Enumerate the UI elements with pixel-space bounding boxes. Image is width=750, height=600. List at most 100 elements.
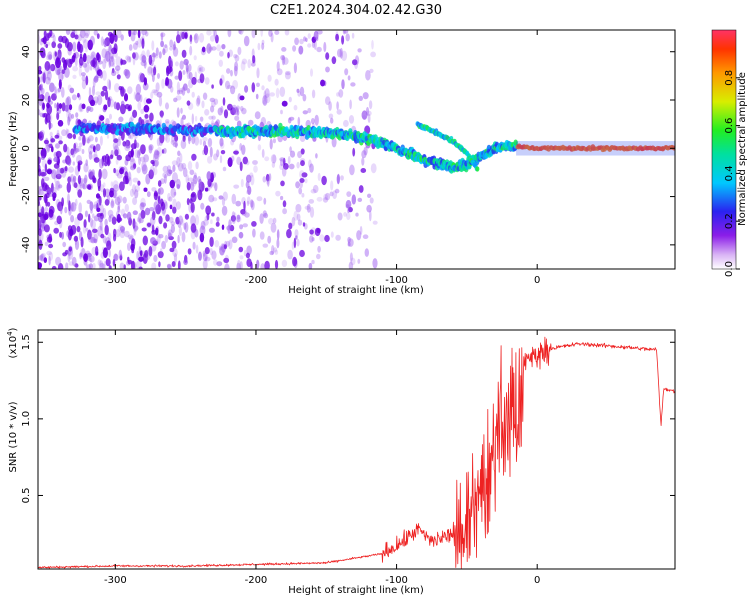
spectrogram-noise-cell <box>96 207 101 213</box>
spectrogram-noise-cell <box>241 144 246 155</box>
spectrogram-noise-cell <box>93 76 99 83</box>
spectrogram-noise-cell <box>84 32 89 39</box>
spectrogram-noise-cell <box>207 156 213 164</box>
spectrogram-noise-cell <box>147 65 153 76</box>
spectrogram-noise-cell <box>221 243 225 248</box>
spectrogram-noise-cell <box>282 157 286 166</box>
spectrogram-noise-cell <box>100 36 104 47</box>
spectrogram-noise-cell <box>154 160 158 168</box>
spectrogram-noise-cell <box>265 173 270 182</box>
spectrogram-noise-cell <box>287 249 293 260</box>
spectrogram-noise-cell <box>58 103 63 109</box>
spectrogram-noise-cell <box>280 180 285 187</box>
spectrogram-noise-cell <box>113 184 119 192</box>
spectrogram-noise-cell <box>96 52 100 61</box>
spectrogram-noise-cell <box>262 176 267 183</box>
spectrogram-noise-cell <box>280 158 284 167</box>
spectrogram-noise-cell <box>101 155 105 167</box>
spectrogram-noise-cell <box>196 95 201 105</box>
spectrogram-noise-cell <box>51 169 57 180</box>
spectrogram-noise-cell <box>84 210 88 218</box>
spectrogram-noise-cell <box>113 101 117 110</box>
spectrogram-noise-cell <box>146 49 150 58</box>
spectrogram-noise-cell <box>181 86 186 96</box>
spectrogram-noise-cell <box>125 139 131 147</box>
spectrogram-noise-cell <box>236 214 241 223</box>
spectrogram-noise-cell <box>85 159 88 167</box>
spectrogram-noise-cell <box>139 217 144 224</box>
spectrogram-noise-cell <box>291 216 296 227</box>
spectrogram-noise-cell <box>176 184 180 189</box>
spectrogram-noise-cell <box>281 47 287 52</box>
spectrogram-noise-cell <box>165 102 169 110</box>
spectrogram-noise-cell <box>81 149 85 154</box>
spectrogram-noise-cell <box>130 148 134 158</box>
spectrogram-noise-cell <box>85 47 88 53</box>
spectrogram-noise-cell <box>168 169 173 175</box>
spectrogram-noise-cell <box>122 213 128 219</box>
spectrogram-noise-cell <box>98 262 105 269</box>
spectrogram-noise-cell <box>38 88 43 99</box>
spectrogram-noise-cell <box>177 162 184 172</box>
spectrogram-noise-cell <box>184 32 188 39</box>
spectrogram-noise-cell <box>141 55 147 64</box>
spectrogram-noise-cell <box>186 64 189 73</box>
spectrogram-noise-cell <box>343 212 347 217</box>
spectrogram-noise-cell <box>90 219 96 230</box>
spectrogram-noise-cell <box>211 100 216 108</box>
spectrogram-noise-cell <box>38 196 42 201</box>
spectrogram-noise-cell <box>345 200 352 209</box>
spectrogram-noise-cell <box>137 217 140 223</box>
spectrogram-noise-cell <box>108 98 115 108</box>
spectrogram-noise-cell <box>195 161 199 170</box>
spectrogram-noise-cell <box>79 30 86 39</box>
spectrogram-noise-cell <box>202 252 208 262</box>
spectrogram-trace-cell <box>111 127 116 134</box>
spectrogram-noise-cell <box>268 30 273 37</box>
spectrogram-noise-cell <box>208 115 214 120</box>
spectrogram-noise-cell <box>71 55 76 63</box>
spectrogram-noise-cell <box>236 262 241 269</box>
spectrogram-noise-cell <box>292 45 297 52</box>
spectrogram-noise-cell <box>189 34 193 42</box>
spectrogram-noise-cell <box>244 85 249 93</box>
spectrogram-noise-cell <box>358 185 364 193</box>
spectrogram-noise-cell <box>198 32 205 43</box>
spectrogram-noise-cell <box>300 160 305 167</box>
spectrogram-noise-cell <box>234 61 239 72</box>
spectrogram-noise-cell <box>257 42 261 51</box>
spectrogram-noise-cell <box>168 232 172 240</box>
spectrogram-noise-cell <box>236 216 242 222</box>
spectrogram-noise-cell <box>171 240 177 249</box>
spectrogram-noise-cell <box>143 105 150 113</box>
spectrogram-noise-cell <box>367 113 371 123</box>
spectrogram-noise-cell <box>336 101 339 110</box>
spectrogram-noise-cell <box>328 101 332 111</box>
spectrogram-noise-cell <box>234 115 240 121</box>
spectrogram-noise-cell <box>73 175 77 183</box>
spectrogram-noise-cell <box>93 30 99 36</box>
spectrogram-noise-cell <box>99 212 104 220</box>
spectrogram-noise-cell <box>138 72 144 83</box>
spectrogram-y-label: Frequency (Hz) <box>8 111 19 187</box>
spectrogram-noise-cell <box>38 156 41 165</box>
spectrogram-noise-cell <box>200 202 205 210</box>
spectrogram-noise-cell <box>68 104 73 111</box>
spectrogram-noise-cell <box>56 102 60 112</box>
spectrogram-noise-cell <box>150 237 156 245</box>
spectrogram-noise-cell <box>289 150 296 158</box>
spectrogram-noise-cell <box>188 63 192 72</box>
spectrogram-noise-cell <box>44 163 48 173</box>
spectrogram-noise-cell <box>173 97 178 103</box>
spectrogram-noise-cell <box>115 102 121 111</box>
spectrogram-noise-cell <box>87 185 92 190</box>
spectrogram-noise-cell <box>110 181 114 188</box>
spectrogram-noise-cell <box>86 199 92 204</box>
spectrogram-noise-cell <box>69 87 75 94</box>
spectrogram-noise-cell <box>193 55 197 61</box>
spectrogram-noise-cell <box>341 79 345 90</box>
spectrogram-noise-cell <box>86 138 90 144</box>
spectrogram-noise-cell <box>262 100 267 105</box>
spectrogram-noise-cell <box>56 129 60 136</box>
spectrogram-noise-cell <box>345 200 352 209</box>
